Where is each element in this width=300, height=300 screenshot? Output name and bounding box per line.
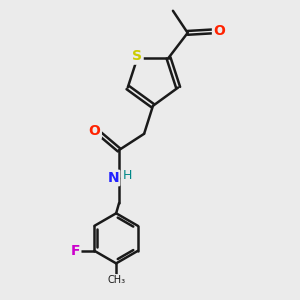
Text: S: S bbox=[132, 50, 142, 63]
Text: O: O bbox=[213, 24, 225, 38]
Text: H: H bbox=[123, 169, 133, 182]
Text: N: N bbox=[107, 171, 119, 185]
Text: O: O bbox=[89, 124, 100, 138]
Text: CH₃: CH₃ bbox=[107, 274, 125, 285]
Text: F: F bbox=[70, 244, 80, 258]
